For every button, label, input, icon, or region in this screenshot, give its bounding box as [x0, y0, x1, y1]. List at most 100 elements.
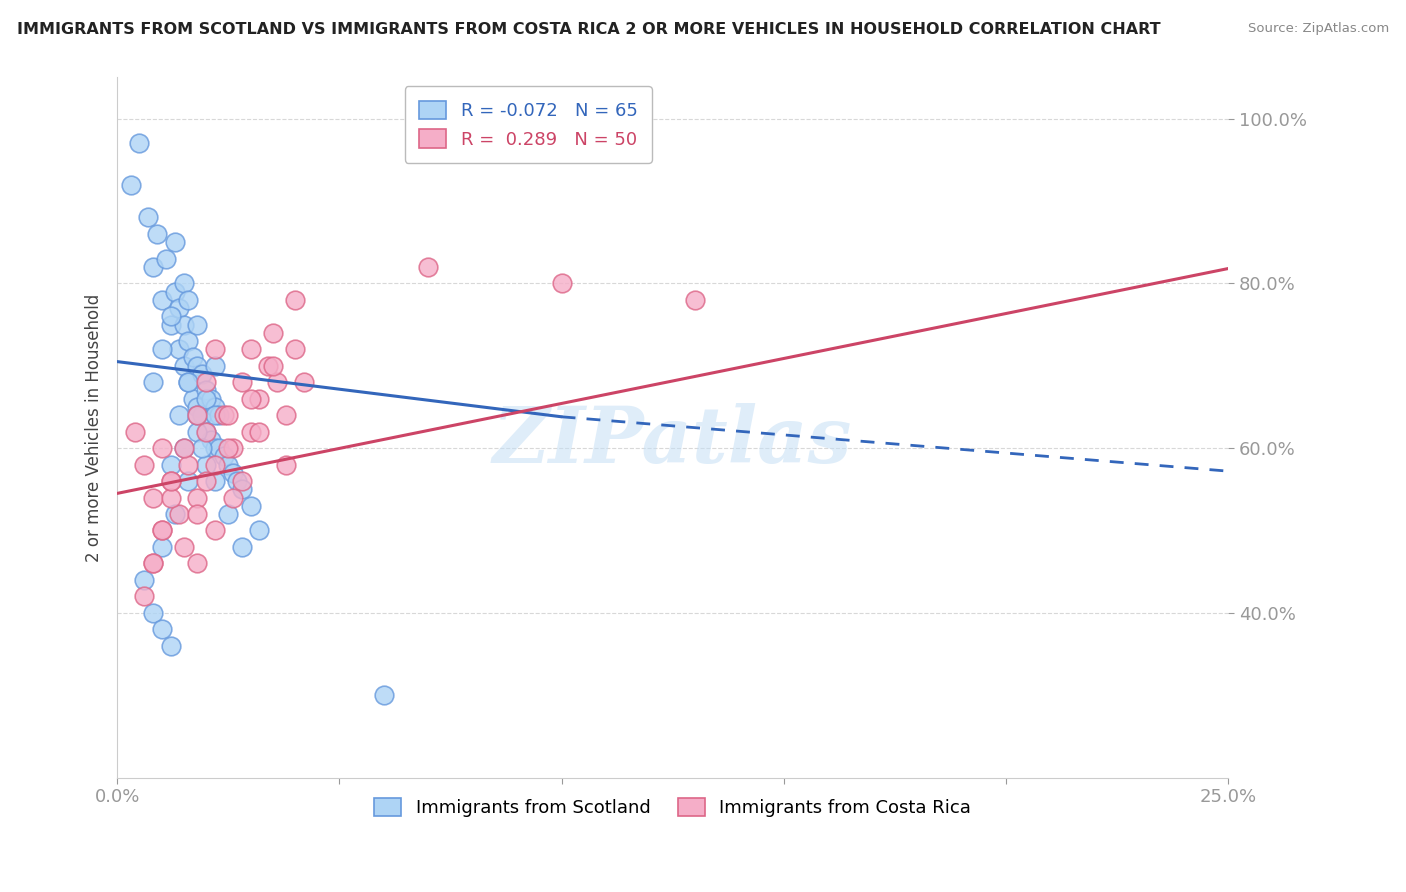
Point	[163, 235, 186, 249]
Point	[195, 458, 218, 472]
Point	[173, 359, 195, 373]
Point	[239, 343, 262, 357]
Point	[683, 293, 706, 307]
Point	[150, 524, 173, 538]
Text: Source: ZipAtlas.com: Source: ZipAtlas.com	[1249, 22, 1389, 36]
Point	[142, 260, 165, 274]
Point	[217, 408, 239, 422]
Point	[159, 639, 181, 653]
Point	[190, 367, 212, 381]
Point	[186, 400, 208, 414]
Point	[208, 441, 231, 455]
Point	[373, 688, 395, 702]
Point	[177, 293, 200, 307]
Point	[190, 441, 212, 455]
Point	[195, 425, 218, 439]
Point	[186, 408, 208, 422]
Point	[150, 441, 173, 455]
Point	[155, 252, 177, 266]
Point	[132, 458, 155, 472]
Legend: Immigrants from Scotland, Immigrants from Costa Rica: Immigrants from Scotland, Immigrants fro…	[367, 790, 979, 824]
Point	[186, 359, 208, 373]
Point	[274, 458, 297, 472]
Point	[173, 540, 195, 554]
Point	[159, 318, 181, 332]
Point	[169, 507, 191, 521]
Point	[150, 293, 173, 307]
Point	[132, 590, 155, 604]
Point	[222, 466, 245, 480]
Point	[190, 408, 212, 422]
Point	[262, 326, 284, 340]
Point	[177, 375, 200, 389]
Point	[195, 384, 218, 398]
Point	[550, 277, 572, 291]
Point	[239, 499, 262, 513]
Point	[173, 441, 195, 455]
Point	[204, 400, 226, 414]
Point	[173, 441, 195, 455]
Point	[169, 301, 191, 315]
Point	[136, 211, 159, 225]
Point	[204, 343, 226, 357]
Point	[231, 375, 253, 389]
Point	[284, 343, 307, 357]
Point	[150, 622, 173, 636]
Point	[266, 375, 288, 389]
Point	[169, 343, 191, 357]
Point	[159, 458, 181, 472]
Point	[177, 458, 200, 472]
Text: ZIPatlas: ZIPatlas	[494, 403, 852, 480]
Point	[274, 408, 297, 422]
Point	[163, 285, 186, 299]
Point	[173, 318, 195, 332]
Point	[186, 491, 208, 505]
Point	[217, 441, 239, 455]
Point	[128, 136, 150, 151]
Y-axis label: 2 or more Vehicles in Household: 2 or more Vehicles in Household	[86, 293, 103, 562]
Point	[212, 450, 235, 464]
Text: IMMIGRANTS FROM SCOTLAND VS IMMIGRANTS FROM COSTA RICA 2 OR MORE VEHICLES IN HOU: IMMIGRANTS FROM SCOTLAND VS IMMIGRANTS F…	[17, 22, 1160, 37]
Point	[173, 277, 195, 291]
Point	[239, 425, 262, 439]
Point	[186, 557, 208, 571]
Point	[195, 425, 218, 439]
Point	[204, 524, 226, 538]
Point	[217, 458, 239, 472]
Point	[247, 524, 270, 538]
Point	[204, 458, 226, 472]
Point	[142, 375, 165, 389]
Point	[222, 441, 245, 455]
Point	[200, 433, 222, 447]
Point	[204, 441, 226, 455]
Point	[150, 524, 173, 538]
Point	[204, 408, 226, 422]
Point	[257, 359, 280, 373]
Point	[231, 483, 253, 497]
Point	[284, 293, 307, 307]
Point	[226, 474, 249, 488]
Point	[262, 359, 284, 373]
Point	[159, 491, 181, 505]
Point	[163, 507, 186, 521]
Point	[177, 474, 200, 488]
Point	[204, 359, 226, 373]
Point	[181, 392, 204, 406]
Point	[195, 474, 218, 488]
Point	[195, 375, 218, 389]
Point	[132, 573, 155, 587]
Point	[418, 260, 440, 274]
Point	[146, 227, 169, 241]
Point	[177, 334, 200, 348]
Point	[177, 375, 200, 389]
Point	[150, 343, 173, 357]
Point	[142, 491, 165, 505]
Point	[247, 425, 270, 439]
Point	[142, 557, 165, 571]
Point	[169, 408, 191, 422]
Point	[142, 557, 165, 571]
Point	[217, 507, 239, 521]
Point	[159, 474, 181, 488]
Point	[231, 540, 253, 554]
Point	[195, 392, 218, 406]
